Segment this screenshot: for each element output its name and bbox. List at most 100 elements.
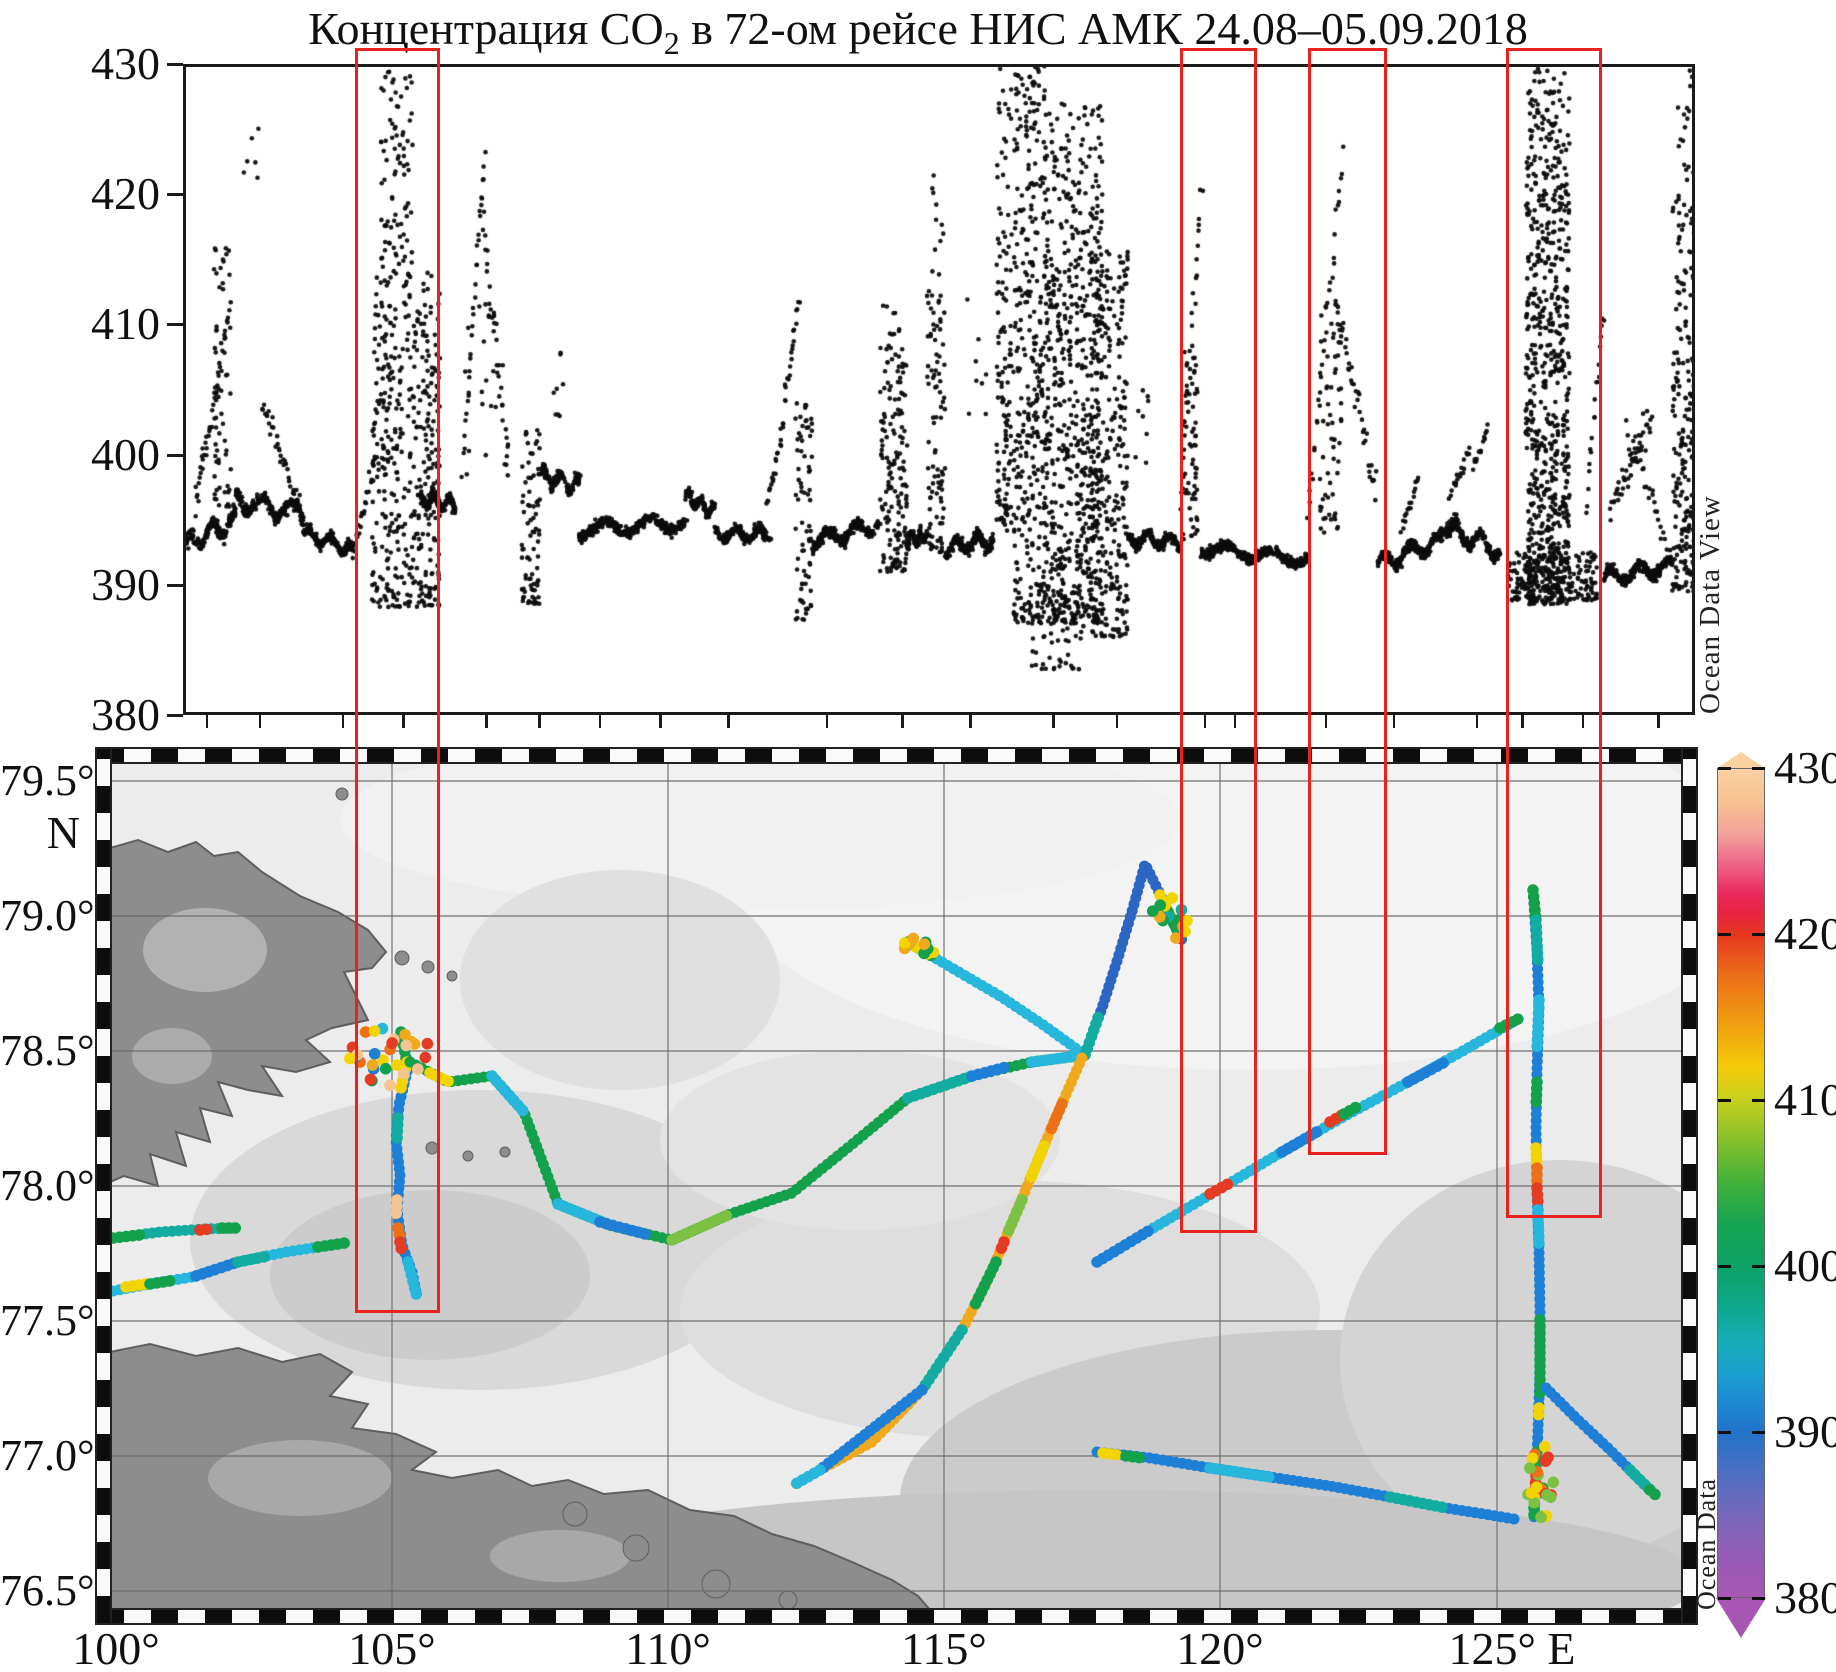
lat-label: 76.5° [0, 1566, 95, 1615]
island [778, 1590, 798, 1610]
y-tick-label: 380 [91, 689, 160, 740]
ship-track [902, 936, 1091, 1061]
island [562, 1501, 588, 1527]
track-cluster-dot [412, 1063, 424, 1075]
ship-track [1644, 1484, 1664, 1503]
x-tick-mark [1115, 715, 1119, 728]
track-cluster-dot [918, 938, 931, 951]
ship-track [120, 1278, 152, 1293]
ship-track [1044, 1098, 1068, 1138]
y-tick-mark [167, 714, 183, 717]
x-tick-mark [1203, 715, 1207, 728]
colorbar-tick-mark [1752, 933, 1765, 936]
map-border-top [95, 747, 1698, 764]
lat-label: 79.5° [0, 756, 95, 805]
island [499, 1146, 511, 1158]
ship-track [969, 1256, 1002, 1311]
colorbar-arrow-up [1716, 752, 1766, 769]
track-cluster-dot [384, 1079, 396, 1092]
bathymetry-shade [460, 870, 780, 1090]
x-tick-mark [659, 715, 662, 728]
ship-track [916, 1324, 968, 1396]
colorbar-tick-mark [1752, 1597, 1765, 1600]
ship-track [424, 1067, 458, 1089]
x-tick-mark [1657, 715, 1660, 728]
ship-track [1204, 1462, 1276, 1483]
track-cluster-dot [1526, 1452, 1539, 1465]
track-cluster-dot [421, 1037, 434, 1050]
figure-title: Концентрация CO2 в 72-ом рейсе НИС АМК 2… [0, 2, 1836, 62]
ship-track [1530, 1076, 1543, 1114]
x-tick-mark [485, 715, 488, 728]
lat-label: 77.0° [0, 1431, 95, 1480]
highlight-120E [1180, 48, 1257, 1233]
track-cluster-dot [366, 1059, 379, 1071]
x-tick-mark [1392, 715, 1396, 728]
x-tick-mark [598, 715, 602, 728]
track-cluster-dot [391, 1059, 403, 1071]
track-cluster-dot [1530, 1481, 1543, 1493]
lat-label: 79.0° [0, 891, 95, 940]
track-cluster-dot [344, 1052, 356, 1065]
ship-track [1532, 1402, 1545, 1426]
x-tick-mark [1521, 715, 1524, 728]
track-cluster-dot [1544, 1491, 1557, 1503]
ship-track [594, 1216, 651, 1240]
ship-track [1402, 1056, 1451, 1088]
title-prefix: Концентрация CO [308, 3, 664, 54]
y-tick-mark [167, 583, 183, 587]
track-cluster-dot [907, 932, 920, 945]
track-cluster-dot [359, 1026, 372, 1038]
land-polygon [110, 1342, 932, 1610]
track-cluster-dot [364, 1073, 377, 1086]
lon-label: 105° [348, 1623, 436, 1672]
title-suffix: в 72-ом рейсе НИС АМК 24.08–05.09.2018 [679, 3, 1528, 54]
x-tick-mark [727, 715, 730, 728]
ship-track [391, 1112, 404, 1146]
bathymetry-shade [270, 1190, 590, 1360]
track-cluster-dot [1524, 1462, 1536, 1474]
island [421, 960, 435, 974]
ship-track [190, 1256, 244, 1282]
colorbar-tick-mark [1718, 767, 1731, 770]
y-tick-mark [167, 193, 183, 197]
track-cluster-dot [1528, 1496, 1541, 1509]
track-cluster-dot [1539, 1455, 1552, 1467]
colorbar-tick-mark [1718, 1597, 1731, 1600]
ship-track [1494, 1012, 1526, 1034]
ship-track [1204, 1178, 1234, 1200]
ship-track [1338, 1099, 1366, 1120]
colorbar-tick-mark [1718, 1099, 1731, 1102]
highlight-105-5E [355, 48, 440, 1313]
bathymetry-shade [1340, 1160, 1683, 1560]
lat-label: 78.5° [0, 1026, 95, 1075]
track-cluster-dot [400, 1039, 412, 1052]
track-cluster-dot [1181, 914, 1193, 927]
ship-track [902, 1070, 978, 1104]
ship-track [1026, 1049, 1091, 1068]
ship-track [786, 1464, 826, 1492]
lon-label: 100° [72, 1623, 160, 1672]
y-tick-mark [167, 453, 183, 457]
island [335, 787, 349, 801]
track-cluster-dot [368, 1025, 381, 1037]
track-cluster-dot [1535, 1511, 1547, 1524]
ship-track [1091, 1224, 1156, 1268]
map-inner-frame [110, 762, 1683, 1610]
ship-track [814, 1384, 928, 1476]
island [446, 970, 458, 982]
colorbar-tick-mark [1752, 1431, 1765, 1434]
colorbar-tick-label: 410 [1774, 1074, 1836, 1125]
lon-label: 110° [625, 1623, 711, 1672]
track-cluster-dot [397, 1067, 410, 1080]
island [394, 950, 410, 966]
ship-track [1097, 1447, 1124, 1461]
y-tick-label: 410 [91, 298, 160, 350]
track-cluster-dot [1166, 892, 1179, 904]
track-cluster-dot [898, 937, 911, 949]
track-cluster-dot [1170, 932, 1182, 944]
island [701, 1569, 731, 1599]
colorbar-tick-mark [1752, 1099, 1765, 1102]
map-border-bottom [95, 1608, 1698, 1625]
